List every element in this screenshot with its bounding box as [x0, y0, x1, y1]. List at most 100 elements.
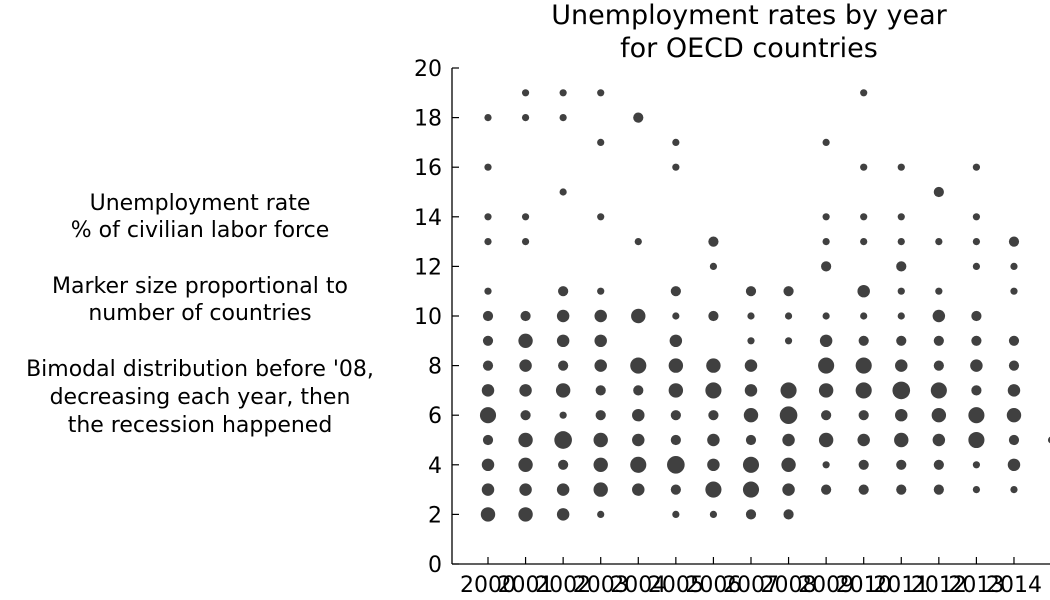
data-point	[822, 312, 830, 320]
data-point	[518, 333, 533, 348]
data-point	[747, 337, 755, 345]
data-point	[594, 309, 607, 323]
data-point	[521, 114, 530, 122]
data-point	[895, 408, 908, 422]
data-point	[597, 138, 605, 146]
data-point	[484, 163, 492, 171]
data-point	[556, 483, 570, 496]
annotation-line-6: decreasing each year, then	[49, 385, 351, 410]
data-point	[672, 312, 680, 320]
data-point	[896, 335, 907, 346]
data-point	[782, 433, 795, 447]
data-point	[1008, 360, 1020, 371]
data-point	[593, 432, 608, 448]
data-point	[968, 431, 985, 449]
data-point	[558, 286, 569, 297]
data-point	[935, 287, 943, 295]
data-point	[632, 408, 645, 422]
x-tick-label: 2009	[798, 573, 854, 598]
data-point	[518, 457, 533, 472]
data-point	[484, 287, 492, 295]
data-point	[894, 432, 909, 448]
data-point	[668, 383, 684, 398]
data-point	[972, 486, 981, 494]
data-point	[597, 287, 605, 295]
data-point	[818, 357, 835, 374]
y-tick-label: 10	[414, 305, 442, 330]
data-point	[597, 213, 605, 221]
data-point	[559, 89, 567, 97]
data-point	[482, 335, 494, 346]
data-point	[784, 312, 793, 320]
x-tick-label: 2013	[948, 573, 1004, 598]
data-point	[897, 163, 905, 171]
data-point	[744, 359, 758, 372]
x-tick-label: 2002	[535, 573, 591, 598]
data-point	[484, 213, 492, 221]
data-point	[632, 433, 645, 447]
data-point	[892, 381, 911, 400]
data-point	[482, 360, 494, 371]
data-point	[860, 213, 868, 221]
data-point	[1010, 486, 1018, 494]
data-point	[556, 334, 570, 348]
data-point	[822, 461, 830, 469]
data-point	[822, 238, 830, 246]
data-point	[559, 411, 567, 419]
data-point	[745, 434, 757, 446]
data-point	[481, 483, 495, 496]
annotation-line-5: Bimodal distribution before '08,	[26, 357, 374, 382]
data-point	[897, 287, 905, 295]
data-point	[1007, 458, 1021, 472]
data-point	[705, 481, 722, 498]
data-point	[1006, 408, 1022, 423]
data-point	[672, 138, 680, 146]
data-point	[672, 510, 680, 518]
x-tick-label: 2010	[836, 573, 892, 598]
axes: 0246810121416182020002001200220032004200…	[414, 57, 1050, 598]
data-point	[1010, 287, 1018, 295]
data-point	[559, 188, 567, 196]
data-point	[821, 261, 832, 272]
data-point	[779, 406, 798, 425]
data-point	[857, 433, 870, 447]
data-point	[744, 384, 758, 397]
data-point	[860, 163, 868, 171]
data-point	[633, 112, 644, 123]
data-point	[707, 458, 720, 472]
data-point	[971, 385, 982, 396]
data-point	[667, 455, 685, 474]
data-point	[1047, 436, 1050, 444]
y-tick-label: 18	[414, 107, 442, 132]
y-tick-label: 2	[428, 503, 442, 528]
annotation-line-4: number of countries	[88, 301, 312, 326]
data-point	[594, 334, 607, 348]
data-point	[860, 238, 868, 246]
data-point	[593, 482, 608, 497]
data-point	[858, 459, 869, 470]
data-point	[970, 359, 983, 372]
data-point	[747, 312, 755, 320]
x-tick-label: 2014	[986, 573, 1042, 598]
data-point	[742, 456, 760, 473]
data-point	[897, 213, 905, 221]
data-point	[482, 434, 494, 446]
data-point	[632, 483, 645, 496]
data-point	[484, 114, 492, 122]
data-point	[484, 238, 492, 246]
y-tick-label: 16	[414, 156, 442, 181]
data-point	[705, 382, 722, 399]
data-point	[932, 309, 946, 323]
data-point	[858, 410, 869, 421]
data-point	[933, 186, 944, 198]
data-point	[896, 484, 907, 495]
chart-title-line-2: for OECD countries	[620, 33, 878, 64]
data-point	[745, 509, 757, 520]
x-tick-label: 2006	[685, 573, 741, 598]
data-point	[519, 483, 532, 496]
data-point	[597, 510, 605, 518]
data-point	[593, 457, 608, 472]
data-point	[821, 410, 832, 421]
data-point	[555, 383, 571, 398]
